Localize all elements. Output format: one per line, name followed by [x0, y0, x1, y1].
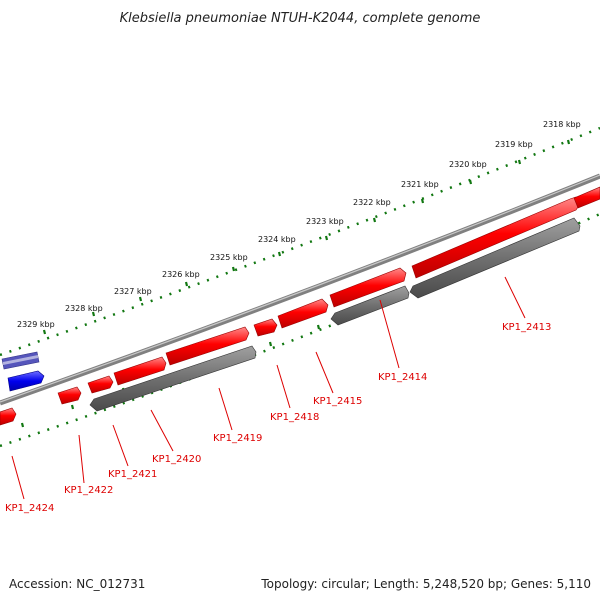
- gene-label[interactable]: KP1_2421: [108, 469, 157, 480]
- genome-backbone: [0, 173, 600, 406]
- gene-label[interactable]: KP1_2415: [313, 396, 362, 407]
- gene-arrow-fwd[interactable]: [87, 375, 114, 394]
- tick-label: 2324 kbp: [258, 235, 296, 244]
- outer-ruler-ring: [0, 126, 600, 357]
- gene-label[interactable]: KP1_2413: [502, 322, 551, 333]
- gene-arrow-fwd[interactable]: [0, 407, 17, 426]
- gene-arrow-fwd[interactable]: [573, 186, 600, 209]
- tick-label: 2329 kbp: [17, 320, 55, 329]
- tick-label: 2325 kbp: [210, 253, 248, 262]
- gene-label[interactable]: KP1_2424: [5, 503, 54, 514]
- gene-label[interactable]: KP1_2414: [378, 372, 427, 383]
- gene-arrow-fwd[interactable]: [165, 326, 250, 366]
- gene-arrow-rev[interactable]: [89, 345, 257, 412]
- accession-text: Accession: NC_012731: [9, 577, 146, 591]
- gene-arrow-fwd[interactable]: [57, 386, 82, 405]
- gene-arrow-rev[interactable]: [330, 285, 410, 326]
- tick-label: 2328 kbp: [65, 304, 103, 313]
- gene-label[interactable]: KP1_2419: [213, 433, 262, 444]
- outer-major-ticks: [42, 139, 571, 335]
- gene-arrow-fwd[interactable]: [329, 267, 407, 308]
- map-title: Klebsiella pneumoniae NTUH-K2044, comple…: [120, 11, 481, 26]
- tick-label: 2318 kbp: [543, 120, 581, 129]
- special-feature-track: [1, 351, 45, 392]
- reverse-strand-genes: [89, 217, 581, 412]
- special-gene-arrow[interactable]: [7, 370, 45, 392]
- gene-arrow-rev[interactable]: [409, 217, 581, 299]
- tick-label: 2326 kbp: [162, 270, 200, 279]
- gene-arrow-fwd[interactable]: [113, 356, 167, 386]
- tick-label: 2323 kbp: [306, 217, 344, 226]
- tick-label: 2320 kbp: [449, 160, 487, 169]
- forward-strand-genes: [0, 186, 600, 426]
- tick-label: 2322 kbp: [353, 198, 391, 207]
- tick-label: 2321 kbp: [401, 180, 439, 189]
- tick-label: 2319 kbp: [495, 140, 533, 149]
- gene-label[interactable]: KP1_2418: [270, 412, 319, 423]
- gene-label-leaders: [11, 276, 526, 500]
- tick-label: 2327 kbp: [114, 287, 152, 296]
- gene-label[interactable]: KP1_2420: [152, 454, 201, 465]
- gene-arrow-fwd[interactable]: [253, 318, 278, 337]
- gene-labels: KP1_2413 KP1_2414 KP1_2415 KP1_2418 KP1_…: [5, 322, 551, 514]
- tick-labels: 2318 kbp 2319 kbp 2320 kbp 2321 kbp 2322…: [17, 120, 581, 329]
- genome-summary-text: Topology: circular; Length: 5,248,520 bp…: [261, 577, 591, 591]
- gene-arrow-fwd[interactable]: [277, 298, 329, 329]
- gene-label[interactable]: KP1_2422: [64, 485, 113, 496]
